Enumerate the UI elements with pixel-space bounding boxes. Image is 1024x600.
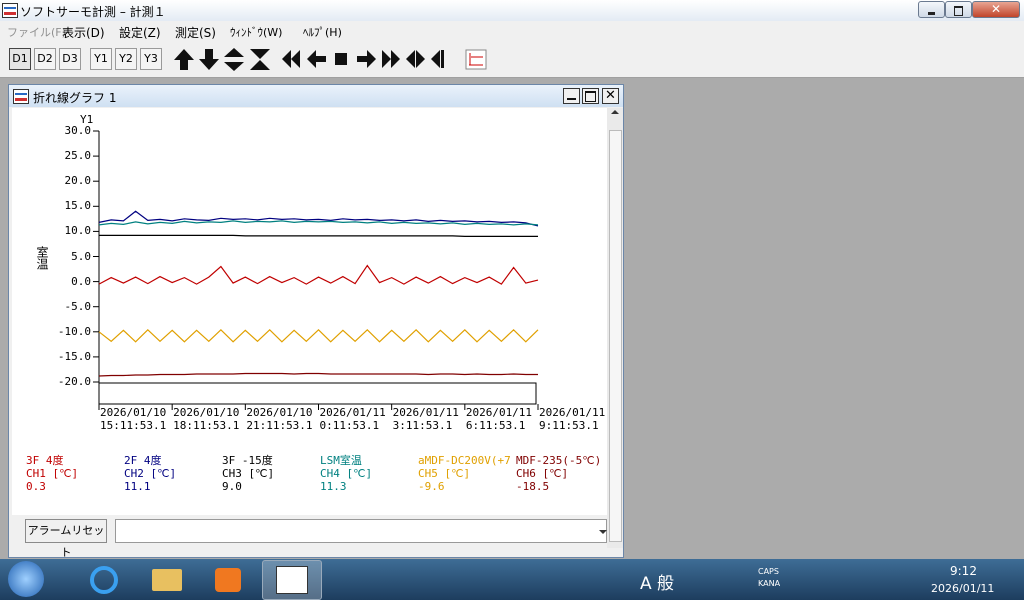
y-tick-label: 0.0 bbox=[71, 274, 91, 288]
y-tick-label: 15.0 bbox=[64, 199, 92, 213]
kana-indicator: KANA bbox=[758, 579, 781, 588]
series-line bbox=[98, 220, 539, 226]
x-tick-label: 2026/01/11 9:11:53.1 bbox=[539, 406, 606, 432]
dropdown-arrow[interactable] bbox=[599, 530, 607, 538]
x-tick-label: 2026/01/10 18:11:53.1 bbox=[173, 406, 240, 432]
y-tick-label: -10.0 bbox=[57, 324, 91, 338]
minimize-button[interactable] bbox=[918, 1, 945, 18]
chart-area: Y1 室温 30.0 25.0 20.0 15.0 10.0 5.0 0.0 -5.0 -10.… bbox=[12, 108, 607, 515]
series-line bbox=[98, 328, 539, 343]
legend-name: MDF-235(-5℃) bbox=[516, 454, 602, 467]
arrow-icons[interactable] bbox=[174, 48, 444, 71]
legend-name: 2F 4度 bbox=[124, 454, 162, 467]
x-tick-label: 2026/01/11 6:11:53.1 bbox=[465, 406, 533, 432]
menu-item[interactable]: ﾍﾙﾌﾟ(H) bbox=[303, 26, 342, 39]
menu-bar bbox=[0, 21, 1024, 41]
y-axis-label: 室温 bbox=[35, 246, 49, 270]
child-close[interactable]: ✕ bbox=[602, 88, 619, 104]
x-tick-label: 2026/01/10 21:11:53.1 bbox=[246, 406, 313, 432]
explorer-icon[interactable] bbox=[152, 569, 182, 591]
legend-unit: CH6 [℃] bbox=[516, 467, 569, 480]
y-tick-label: 10.0 bbox=[64, 224, 92, 238]
legend-name: LSM室温 bbox=[320, 454, 362, 467]
legend-value: -18.5 bbox=[516, 480, 550, 493]
toolbar-button[interactable]: Y2 bbox=[115, 48, 137, 70]
x-tick-label: 2026/01/10 15:11:53.1 bbox=[100, 406, 167, 432]
clock-date[interactable]: 2026/01/11 bbox=[931, 582, 995, 595]
graph-icon[interactable] bbox=[465, 49, 487, 70]
toolbar bbox=[0, 41, 1024, 78]
menu-item[interactable]: ファイル(F) bbox=[7, 26, 66, 39]
y-tick-label: -20.0 bbox=[57, 375, 91, 388]
legend-unit: CH3 [℃] bbox=[222, 467, 275, 480]
toolbar-button[interactable]: Y1 bbox=[90, 48, 112, 70]
app-icon bbox=[2, 3, 18, 18]
toolbar-icons bbox=[174, 48, 487, 71]
series-line bbox=[98, 264, 539, 285]
series-line bbox=[99, 234, 538, 237]
menu-item[interactable]: 表示(D) bbox=[62, 26, 105, 40]
taskbar: A 般 CAPS KANA 9:12 2026/01/11 bbox=[0, 559, 1024, 600]
restore-button[interactable] bbox=[945, 1, 972, 18]
child-minimize[interactable] bbox=[563, 88, 580, 104]
child-icon bbox=[13, 89, 29, 104]
toolbar-button[interactable]: D1 bbox=[9, 48, 31, 70]
y-tick-label: -15.0 bbox=[57, 349, 91, 363]
y-tick-label: -5.0 bbox=[64, 299, 92, 313]
close-button[interactable]: ✕ bbox=[972, 1, 1020, 18]
caps-indicator: CAPS bbox=[758, 567, 779, 576]
alarm-field[interactable] bbox=[115, 519, 607, 543]
x-tick-label: 2026/01/11 3:11:53.1 bbox=[392, 406, 459, 432]
child-title-bar bbox=[9, 85, 623, 107]
legend-unit: CH5 [℃] bbox=[418, 467, 471, 480]
legend-unit: CH1 [℃] bbox=[26, 467, 79, 480]
title-bar: ソフトサーモ計測 – 計測１ ✕ bbox=[0, 0, 1024, 21]
clock-time[interactable]: 9:12 bbox=[950, 564, 977, 578]
toolbar-button[interactable]: D3 bbox=[59, 48, 81, 70]
legend-unit: CH4 [℃] bbox=[320, 467, 373, 480]
y-tick-label: 20.0 bbox=[64, 174, 92, 188]
legend-name: aMDF-DC200V(+7 bbox=[418, 454, 511, 467]
y-tick-label: 25.0 bbox=[64, 149, 92, 163]
x-tick-label: 2026/01/11 0:11:53.1 bbox=[319, 406, 386, 432]
child-title: 折れ線グラフ 1 bbox=[33, 91, 117, 105]
chart bbox=[93, 130, 539, 410]
menu-item[interactable]: ｳｨﾝﾄﾞｳ(W) bbox=[230, 26, 283, 39]
legend-name: 3F -15度 bbox=[222, 454, 273, 467]
menu-item[interactable]: 測定(S) bbox=[175, 26, 216, 40]
legend-value: 9.0 bbox=[222, 480, 242, 493]
start-button[interactable] bbox=[8, 561, 44, 597]
legend-value: 0.3 bbox=[26, 480, 46, 493]
child-maximize[interactable] bbox=[582, 88, 599, 104]
legend-value: 11.3 bbox=[320, 480, 347, 493]
legend-unit: CH2 [℃] bbox=[124, 467, 177, 480]
series-line bbox=[98, 372, 538, 377]
series-line bbox=[98, 210, 539, 227]
legend-value: -9.6 bbox=[418, 480, 445, 493]
toolbar-button[interactable]: D2 bbox=[34, 48, 56, 70]
media-icon[interactable] bbox=[215, 568, 241, 592]
legend-name: 3F 4度 bbox=[26, 454, 64, 467]
ime-mode[interactable]: A 般 bbox=[640, 574, 675, 594]
y-tick-label: 5.0 bbox=[71, 249, 91, 263]
toolbar-button[interactable]: Y3 bbox=[140, 48, 162, 70]
ie-icon[interactable] bbox=[90, 566, 118, 594]
window-title: ソフトサーモ計測 – 計測１ bbox=[20, 5, 166, 19]
menu-item[interactable]: 設定(Z) bbox=[119, 26, 161, 40]
legend-value: 11.1 bbox=[124, 480, 151, 493]
app-taskbar-button[interactable] bbox=[262, 560, 322, 600]
vertical-scrollbar[interactable] bbox=[607, 108, 623, 548]
y-tick-label: 30.0 bbox=[64, 124, 92, 137]
y-axis-name: Y1 bbox=[80, 113, 94, 126]
x-axis-box bbox=[98, 382, 537, 405]
alarm-reset-button[interactable]: アラームリセット bbox=[25, 519, 107, 559]
